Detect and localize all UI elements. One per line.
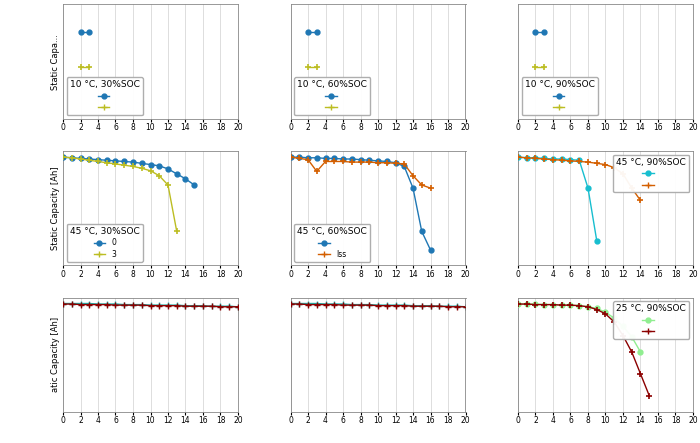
Legend: , : , [613,301,690,339]
Legend: , : , [294,78,370,115]
Legend: , lss: , lss [294,224,370,262]
Y-axis label: Static Capacity [Ah]: Static Capacity [Ah] [51,167,60,250]
Legend: , : , [522,78,598,115]
Y-axis label: Static Capa...: Static Capa... [51,34,60,89]
Y-axis label: atic Capacity [Ah]: atic Capacity [Ah] [51,317,60,392]
Legend: , : , [613,155,690,192]
Legend: , : , [66,78,143,115]
Legend: 0, 3: 0, 3 [66,224,143,262]
